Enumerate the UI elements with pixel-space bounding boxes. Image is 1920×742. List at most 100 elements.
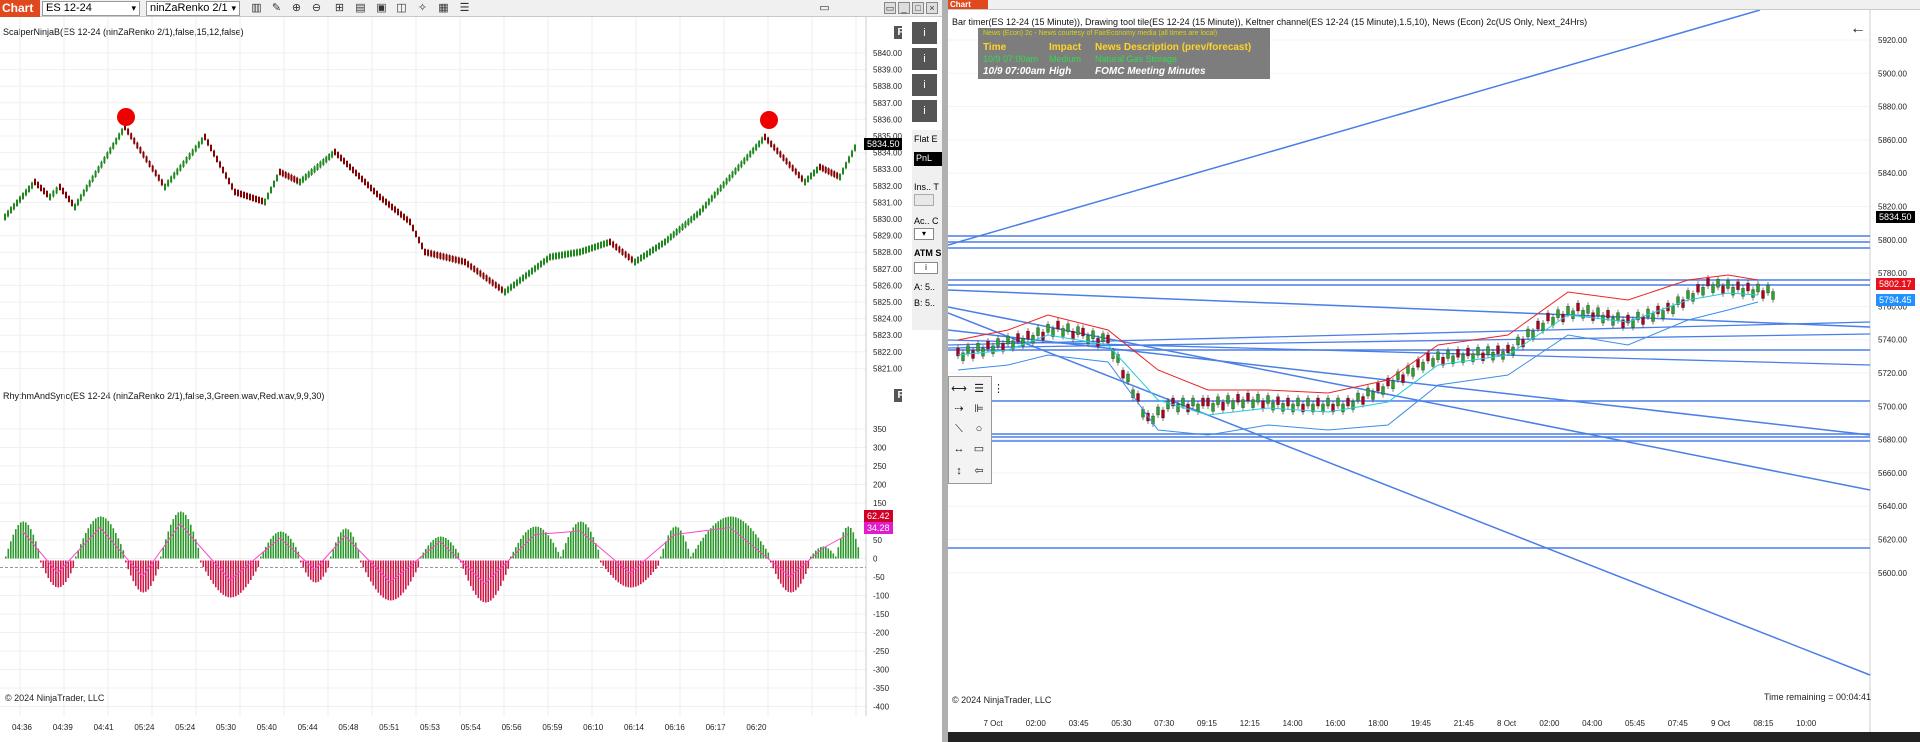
bar-chart-icon[interactable]: ▥ bbox=[251, 2, 262, 14]
renko-brick bbox=[701, 205, 704, 212]
right-price-pane[interactable]: 5920.00 5900.00 5880.00 5860.00 5840.00 5820.… bbox=[948, 10, 1920, 732]
renko-brick bbox=[516, 279, 518, 286]
upper-price-pane[interactable]: 5840.00 5839.00 5838.00 5837.00 5836.00 5835.… bbox=[0, 17, 902, 387]
list-icon[interactable]: ☰ bbox=[459, 2, 470, 14]
window-minimize-button[interactable]: _ bbox=[898, 2, 910, 14]
right-scrollbar[interactable] bbox=[948, 732, 1920, 742]
candle-body bbox=[1596, 307, 1600, 316]
histogram-bar bbox=[260, 556, 262, 559]
ruler-icon[interactable]: ↔ bbox=[953, 443, 965, 455]
info-button-2[interactable]: i bbox=[912, 48, 937, 70]
renko-brick bbox=[433, 251, 436, 258]
renko-brick bbox=[684, 221, 687, 228]
histogram-bar bbox=[850, 527, 852, 559]
window-restore-button[interactable]: ▭ bbox=[884, 2, 896, 14]
renko-brick bbox=[88, 180, 91, 187]
more-tools-icon[interactable]: ⋮ bbox=[993, 383, 1004, 395]
renko-brick bbox=[507, 286, 509, 293]
fibonacci-icon[interactable]: ⊫ bbox=[974, 403, 984, 415]
zoom-in-icon[interactable]: ⊕ bbox=[291, 2, 302, 14]
histogram-bar bbox=[335, 542, 337, 559]
renko-brick bbox=[34, 179, 36, 185]
rectangle-icon[interactable]: ▭ bbox=[973, 443, 985, 455]
histogram-bar bbox=[562, 549, 565, 559]
candle-body bbox=[1586, 305, 1590, 314]
candle-body bbox=[1116, 354, 1120, 363]
renko-brick bbox=[287, 173, 290, 180]
news-row1-description: Natural Gas Storage bbox=[1095, 54, 1178, 64]
renko-brick bbox=[240, 191, 242, 197]
window-maximize-button[interactable]: □ bbox=[912, 2, 924, 14]
ellipse-icon[interactable]: ○ bbox=[975, 423, 983, 435]
price-axis-label: 5822.00 bbox=[873, 348, 902, 357]
histogram-bar bbox=[95, 518, 97, 559]
link-icon[interactable]: ▭ bbox=[819, 2, 830, 14]
ask-label: A: 5.. bbox=[914, 282, 936, 292]
properties-icon[interactable]: ▤ bbox=[355, 2, 366, 14]
time-axis-label: 05:24 bbox=[175, 723, 196, 732]
extended-line-icon[interactable]: ⇢ bbox=[954, 403, 964, 415]
account-dropdown[interactable]: ▾ bbox=[914, 228, 934, 240]
histogram-bar bbox=[557, 551, 560, 559]
info-button-3[interactable]: i bbox=[912, 74, 937, 96]
renko-brick bbox=[519, 277, 521, 284]
candle-body bbox=[1626, 314, 1630, 324]
histogram-bar bbox=[40, 560, 42, 563]
window-close-button[interactable]: × bbox=[926, 2, 938, 14]
atm-strategy-dropdown[interactable]: i bbox=[914, 262, 938, 274]
renko-brick bbox=[225, 172, 227, 179]
strategy-icon[interactable]: ✧ bbox=[417, 2, 428, 14]
data-box-icon[interactable]: ▣ bbox=[376, 2, 387, 14]
arrow-line-icon[interactable]: ⇦ bbox=[974, 465, 984, 477]
candle-body bbox=[1456, 349, 1460, 358]
renko-brick bbox=[531, 268, 533, 274]
vertical-line-icon[interactable]: ↕ bbox=[956, 465, 962, 477]
histogram-bar bbox=[572, 527, 575, 559]
crosshair-icon[interactable]: ⊞ bbox=[334, 2, 345, 14]
price-axis-label: 5840.00 bbox=[873, 49, 902, 58]
candle-body bbox=[1316, 397, 1320, 407]
renko-brick bbox=[319, 161, 322, 168]
line-tool-icon[interactable]: ⟍ bbox=[955, 423, 963, 435]
renko-brick bbox=[222, 167, 224, 173]
renko-brick bbox=[115, 138, 118, 145]
histogram-bar bbox=[685, 541, 687, 559]
histogram-bar bbox=[25, 522, 27, 559]
renko-brick bbox=[448, 255, 451, 262]
instrument-selector[interactable]: ES 12-24 ▾ bbox=[42, 1, 140, 16]
histogram-bar bbox=[150, 560, 152, 586]
snapshot-icon[interactable]: ◫ bbox=[396, 2, 407, 14]
info-button-4[interactable]: i bbox=[912, 100, 937, 122]
renko-brick bbox=[439, 252, 442, 259]
oscillator-axis-label: 50 bbox=[873, 536, 882, 545]
bar-type-selector[interactable]: ninZaRenko 2/1 ▾ bbox=[146, 1, 240, 16]
arrow-left-icon[interactable]: ← bbox=[1850, 20, 1866, 37]
histogram-bar bbox=[232, 560, 235, 598]
histogram-bar bbox=[677, 527, 680, 559]
oscillator-pane[interactable]: 350300250200150100500-50-100-150-200-250… bbox=[0, 386, 902, 716]
histogram-bar bbox=[380, 560, 382, 596]
histogram-bar bbox=[160, 556, 162, 559]
renko-brick bbox=[848, 156, 850, 163]
histogram-bar bbox=[807, 560, 810, 569]
horizontal-lines-icon[interactable]: ☰ bbox=[974, 383, 984, 395]
histogram-bar bbox=[775, 560, 777, 574]
renko-brick bbox=[540, 261, 542, 267]
histogram-bar bbox=[632, 560, 635, 588]
histogram-bar bbox=[525, 532, 527, 559]
histogram-bar bbox=[180, 511, 182, 559]
window-separator[interactable] bbox=[942, 0, 948, 742]
template-icon[interactable]: ▦ bbox=[438, 2, 449, 14]
info-button-1[interactable]: i bbox=[912, 22, 937, 44]
histogram-bar bbox=[662, 548, 665, 559]
candle-body bbox=[1396, 371, 1400, 380]
histogram-bar bbox=[757, 537, 760, 559]
renko-brick bbox=[713, 191, 716, 198]
pencil-icon[interactable]: ✎ bbox=[271, 2, 282, 14]
instrument-dropdown[interactable] bbox=[914, 194, 934, 206]
horizontal-ray-icon[interactable]: ⟷ bbox=[951, 383, 967, 395]
zoom-out-icon[interactable]: ⊖ bbox=[311, 2, 322, 14]
renko-brick bbox=[652, 247, 654, 253]
histogram-bar bbox=[827, 548, 830, 559]
histogram-bar bbox=[650, 560, 652, 575]
